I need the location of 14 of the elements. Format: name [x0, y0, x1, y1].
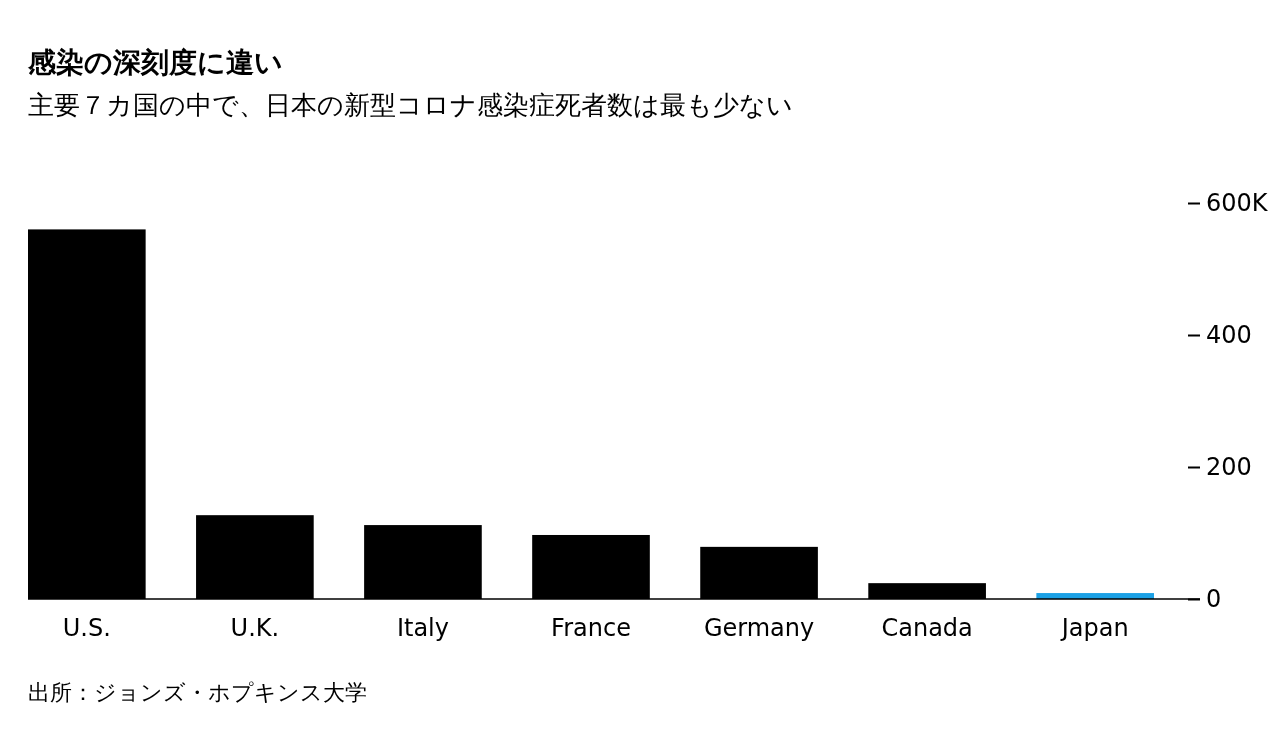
- y-tick-label: 200: [1206, 453, 1252, 482]
- chart-title: 感染の深刻度に違い: [27, 46, 283, 79]
- text: 出所：ジョンズ・ホプキンス大学: [28, 680, 367, 705]
- y-tick-label: 600K: [1206, 189, 1269, 218]
- x-tick-label: Italy: [396, 614, 449, 642]
- x-tick-label: Canada: [881, 614, 973, 642]
- chart-subtitle: 主要７カ国の中で、日本の新型コロナ感染症死者数は最も少ない: [28, 90, 793, 120]
- x-tick-label: Germany: [703, 614, 815, 642]
- y-tick-label: 400: [1206, 321, 1252, 350]
- x-tick-label: U.K.: [230, 614, 280, 642]
- x-tick-label: France: [551, 614, 631, 642]
- x-tick-label: Japan: [1059, 614, 1129, 642]
- y-tick-label: 0: [1206, 585, 1222, 614]
- x-tick-label: U.S.: [62, 614, 111, 642]
